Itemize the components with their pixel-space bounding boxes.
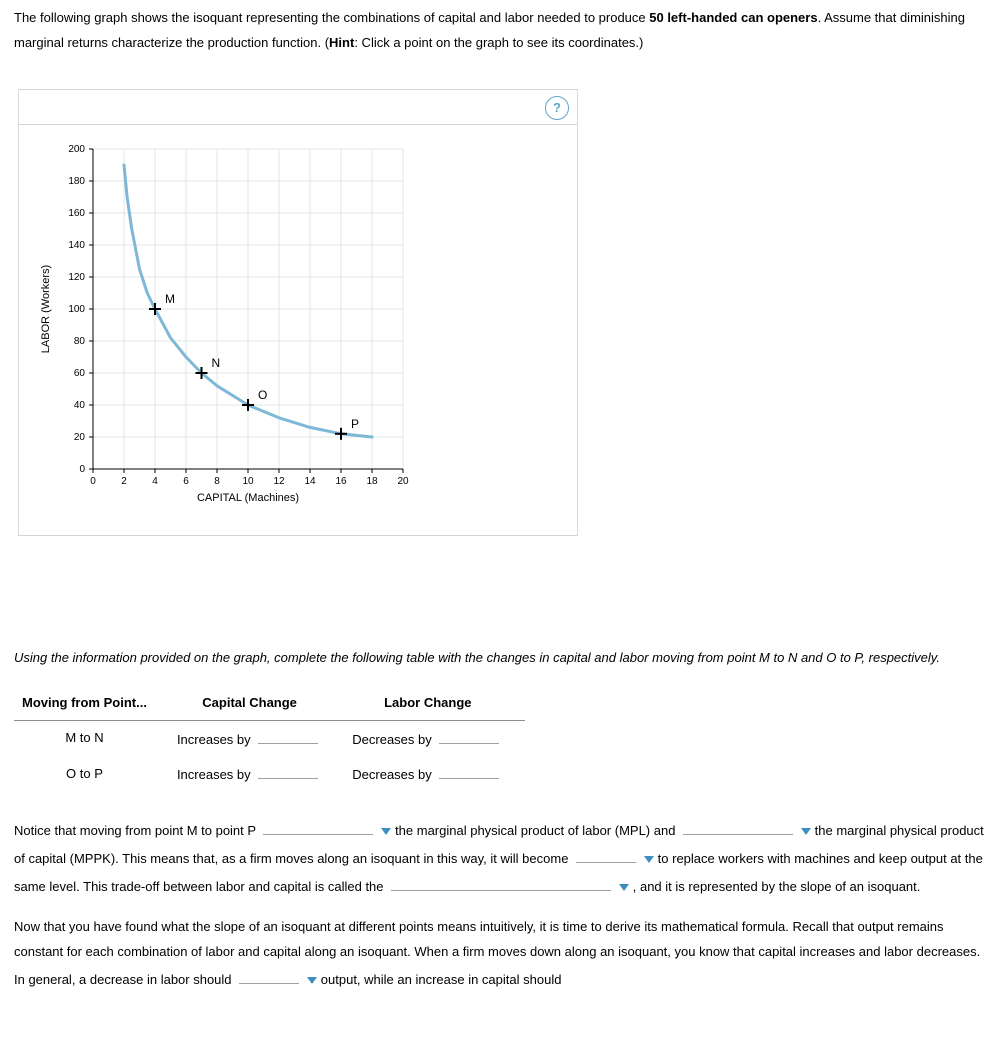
- p2-t1: Notice that moving from point M to point…: [14, 823, 259, 838]
- svg-text:140: 140: [68, 240, 85, 251]
- isoquant-chart[interactable]: 0246810121416182002040608010012014016018…: [29, 139, 423, 517]
- svg-text:N: N: [212, 356, 221, 370]
- svg-text:60: 60: [74, 368, 86, 379]
- intro-prefix: The following graph shows the isoquant r…: [14, 10, 649, 25]
- svg-text:O: O: [258, 388, 267, 402]
- svg-text:8: 8: [214, 476, 220, 487]
- svg-text:M: M: [165, 292, 175, 306]
- intro-suffix: : Click a point on the graph to see its …: [354, 35, 643, 50]
- lab-input-1[interactable]: [439, 760, 499, 779]
- graph-body[interactable]: 0246810121416182002040608010012014016018…: [18, 125, 578, 535]
- svg-text:18: 18: [366, 476, 378, 487]
- dropdown-labor-effect[interactable]: [239, 965, 299, 984]
- p3-t2: output, while an increase in capital sho…: [321, 972, 562, 987]
- svg-text:4: 4: [152, 476, 158, 487]
- th-move: Moving from Point...: [14, 687, 169, 720]
- svg-text:CAPITAL (Machines): CAPITAL (Machines): [197, 492, 299, 504]
- svg-text:0: 0: [79, 464, 85, 475]
- paragraph-trade-off: Notice that moving from point M to point…: [14, 816, 984, 899]
- svg-text:16: 16: [335, 476, 347, 487]
- th-labor: Labor Change: [344, 687, 525, 720]
- p2-t2: the marginal physical product of labor (…: [395, 823, 679, 838]
- cell-cap-0: Increases by: [169, 720, 344, 756]
- svg-text:120: 120: [68, 272, 85, 283]
- lab-input-0[interactable]: [439, 725, 499, 744]
- svg-text:6: 6: [183, 476, 189, 487]
- dropdown-mppk[interactable]: [683, 816, 793, 835]
- svg-text:180: 180: [68, 176, 85, 187]
- change-table: Moving from Point... Capital Change Labo…: [14, 687, 525, 792]
- svg-text:10: 10: [242, 476, 254, 487]
- intro-text: The following graph shows the isoquant r…: [14, 6, 984, 55]
- cell-move-0: M to N: [14, 720, 169, 756]
- cell-lab-1: Decreases by: [344, 756, 525, 792]
- svg-text:80: 80: [74, 336, 86, 347]
- svg-text:12: 12: [273, 476, 285, 487]
- svg-text:0: 0: [90, 476, 96, 487]
- lab-text-0: Decreases by: [352, 732, 431, 747]
- cap-input-0[interactable]: [258, 725, 318, 744]
- svg-text:2: 2: [121, 476, 127, 487]
- svg-text:20: 20: [74, 432, 86, 443]
- graph-divider-bottom: [18, 535, 578, 536]
- intro-bold1: 50 left-handed can openers: [649, 10, 817, 25]
- graph-panel: ? 02468101214161820020406080100120140160…: [18, 89, 578, 536]
- chevron-down-icon[interactable]: [801, 828, 811, 835]
- svg-text:LABOR (Workers): LABOR (Workers): [40, 265, 52, 353]
- p2-t5: , and it is represented by the slope of …: [633, 879, 921, 894]
- svg-text:20: 20: [397, 476, 409, 487]
- table-instruction: Using the information provided on the gr…: [14, 646, 984, 671]
- th-capital: Capital Change: [169, 687, 344, 720]
- chevron-down-icon[interactable]: [307, 977, 317, 984]
- svg-text:160: 160: [68, 208, 85, 219]
- dropdown-easier-harder[interactable]: [576, 844, 636, 863]
- svg-text:14: 14: [304, 476, 316, 487]
- cell-cap-1: Increases by: [169, 756, 344, 792]
- table-row: O to P Increases by Decreases by: [14, 756, 525, 792]
- chevron-down-icon[interactable]: [644, 856, 654, 863]
- table-row: M to N Increases by Decreases by: [14, 720, 525, 756]
- dropdown-tradeoff-name[interactable]: [391, 872, 611, 891]
- graph-toolbar: ?: [18, 90, 578, 124]
- cap-text-0: Increases by: [177, 732, 251, 747]
- cell-move-1: O to P: [14, 756, 169, 792]
- chevron-down-icon[interactable]: [619, 884, 629, 891]
- cell-lab-0: Decreases by: [344, 720, 525, 756]
- chevron-down-icon[interactable]: [381, 828, 391, 835]
- cap-input-1[interactable]: [258, 760, 318, 779]
- svg-text:P: P: [351, 417, 359, 431]
- paragraph-formula: Now that you have found what the slope o…: [14, 915, 984, 992]
- cap-text-1: Increases by: [177, 767, 251, 782]
- svg-text:200: 200: [68, 144, 85, 155]
- intro-bold2: Hint: [329, 35, 354, 50]
- svg-text:40: 40: [74, 400, 86, 411]
- lab-text-1: Decreases by: [352, 767, 431, 782]
- svg-text:100: 100: [68, 304, 85, 315]
- dropdown-mpl[interactable]: [263, 816, 373, 835]
- help-icon[interactable]: ?: [545, 96, 569, 120]
